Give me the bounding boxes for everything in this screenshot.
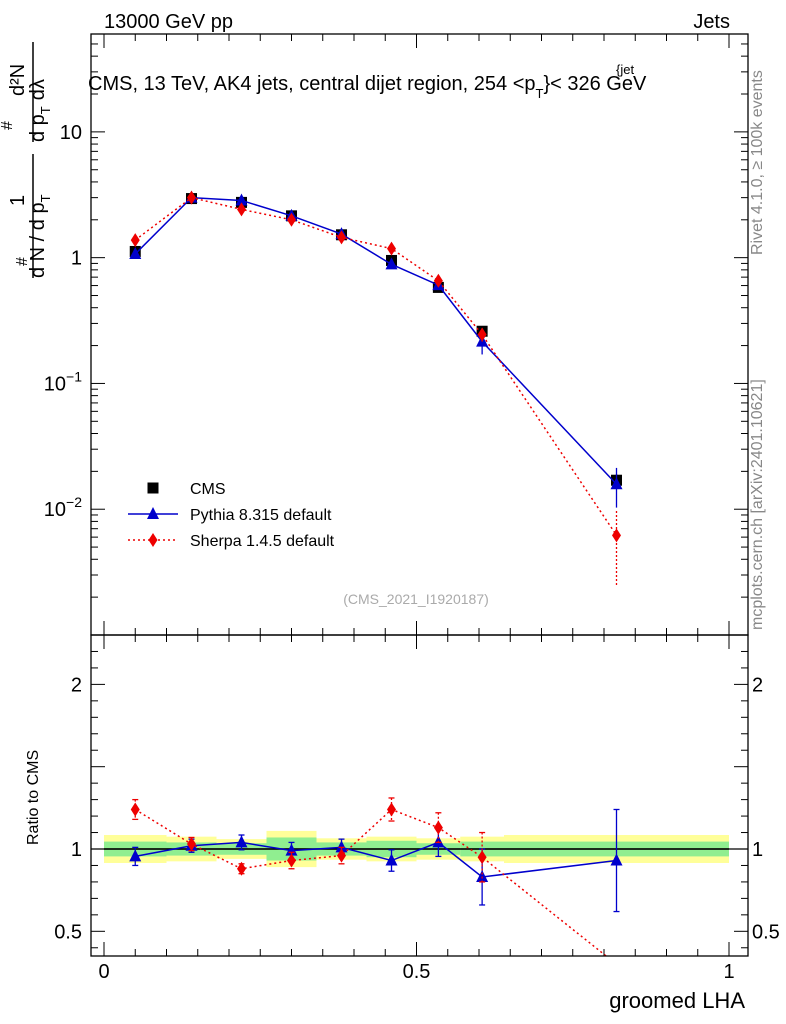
ratio-point [287, 853, 296, 868]
ratio-point [477, 850, 487, 865]
plot-title-end: }< 326 GeV [543, 73, 647, 95]
x-tick-label: 0.5 [403, 961, 431, 983]
ylabel-one: 1 [7, 195, 29, 206]
ratio-point [337, 848, 346, 863]
y-tick-exponent: −1 [66, 368, 82, 384]
plot-title: CMS, 13 TeV, AK4 jets, central dijet reg… [88, 73, 647, 101]
ratio-point [235, 835, 248, 848]
ratio-tick-label-left: 1 [71, 839, 82, 861]
data-point [187, 190, 196, 205]
ylabel-hash2: # [0, 121, 16, 130]
ratio-tick-label-right: 1 [752, 839, 763, 861]
ratio-point [129, 849, 142, 862]
ratio-point [387, 802, 396, 817]
data-point [287, 212, 296, 227]
legend-marker [147, 507, 159, 519]
ylabel-den-sub: T [38, 194, 53, 202]
data-point [612, 528, 621, 543]
data-point [237, 202, 246, 217]
legend-label: CMS [190, 481, 226, 498]
series-pythia-8-315-default [129, 190, 623, 508]
x-axis-label: groomed LHA [609, 988, 745, 1013]
plot-title-sup: {jet [616, 62, 634, 77]
ratio-series-sherpa-1-4-5-default [130, 797, 608, 956]
data-point [433, 273, 443, 288]
ratio-point [335, 840, 348, 853]
ratio-point [237, 861, 246, 876]
x-tick-label: 1 [723, 961, 734, 983]
y-tick-base: 10 [44, 373, 66, 395]
ylabel-den-text: d N / d p [27, 202, 49, 278]
series-sherpa-1-4-5-default [130, 190, 621, 585]
ratio-series-line [134, 808, 608, 956]
legend: CMS Pythia 8.315 default Sherpa 1.4.5 defa… [128, 481, 335, 550]
data-point [337, 230, 346, 245]
ratio-axes: 0.5 0.5 1 1 2 2 [54, 635, 780, 956]
analysis-tag: (CMS_2021_I1920187) [343, 591, 489, 607]
header-jets: Jets [693, 11, 730, 33]
ratio-plot-panel: 0.5 0.5 1 1 2 2 [54, 634, 780, 957]
ylabel-hash1: # [14, 257, 31, 266]
ratio-point [385, 853, 398, 866]
data-point [129, 246, 142, 259]
ratio-point [610, 853, 623, 866]
plot-title-sub: T [536, 86, 544, 101]
plot-title-main: CMS, 13 TeV, AK4 jets, central dijet reg… [88, 73, 536, 95]
ylabel-denominator: d N / d pT [27, 194, 53, 278]
data-point [610, 477, 623, 490]
y-tick-exponent: −2 [66, 494, 82, 510]
legend-marker [147, 482, 159, 494]
y-tick-label: 10−2 [44, 494, 82, 521]
legend-label: Sherpa 1.4.5 default [190, 533, 335, 550]
x-tick-label: 0 [98, 961, 109, 983]
data-point [387, 241, 396, 256]
ratio-tick-label-left: 0.5 [54, 921, 82, 943]
legend-entry: CMS [147, 481, 226, 498]
ratio-data-series [129, 797, 623, 956]
data-point [235, 193, 248, 206]
ratio-point [130, 802, 140, 817]
x-axis: 0 0.5 1 [98, 961, 734, 983]
data-point [385, 257, 398, 270]
ratio-y-label: Ratio to CMS [25, 750, 42, 845]
ratio-frame [90, 634, 749, 957]
ylabel-den2-sub: T [38, 106, 53, 114]
y-tick-base: 10 [44, 499, 66, 521]
y-tick-label: 10−1 [44, 368, 82, 395]
ratio-point [433, 820, 443, 835]
ratio-tick-label-right: 0.5 [752, 921, 780, 943]
ratio-tick-label-left: 2 [71, 674, 82, 696]
ylabel-den2-text: d p [27, 114, 49, 142]
data-point [477, 327, 487, 342]
y-tick-label: 1 [71, 248, 82, 270]
series-cms [129, 193, 622, 488]
series-line [134, 196, 618, 485]
legend-entry: Sherpa 1.4.5 default [128, 533, 335, 550]
y-tick-label: 10 [60, 122, 82, 144]
ratio-point [476, 869, 489, 882]
ratio-tick-label-right: 2 [752, 674, 763, 696]
legend-marker [148, 533, 158, 547]
main-data-series [129, 190, 623, 585]
ylabel-numerator: d²N [7, 64, 29, 96]
header-energy: 13000 GeV pp [104, 11, 233, 33]
legend-entry: Pythia 8.315 default [128, 507, 332, 524]
data-point [130, 233, 140, 248]
mcplots-credit: mcplots.cern.ch [arXiv:2401.10621] [749, 379, 766, 630]
ratio-point [187, 837, 196, 852]
rivet-version: Rivet 4.1.0, ≥ 100k events [749, 70, 766, 255]
ylabel-denom2: d pTdλ [27, 79, 53, 142]
y-axis-label: # 1 d N / d pT # d²N d pTdλ [0, 42, 53, 278]
legend-label: Pythia 8.315 default [190, 507, 332, 524]
ylabel-lambda: dλ [27, 79, 49, 100]
